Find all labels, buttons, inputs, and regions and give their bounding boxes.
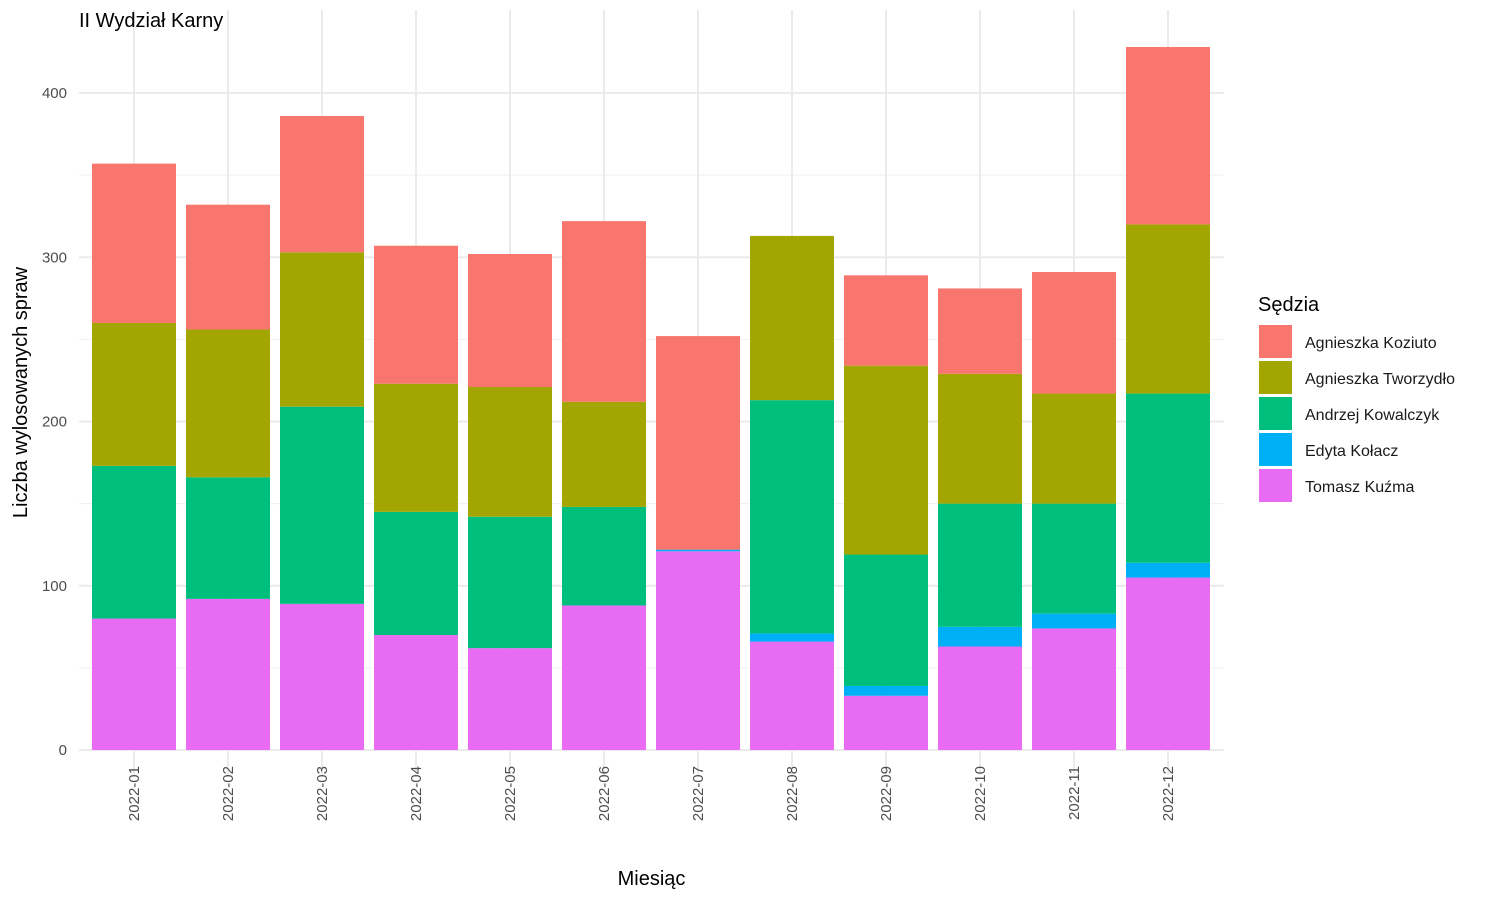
bar-segment — [1032, 272, 1116, 394]
bar-segment — [92, 618, 176, 750]
bar-segment — [374, 635, 458, 750]
bar-segment — [1126, 393, 1210, 563]
bar-segment — [562, 605, 646, 750]
x-tick-label: 2022-05 — [502, 766, 519, 821]
legend-title: Sędzia — [1258, 294, 1320, 316]
y-axis-title: Liczba wylosowanych spraw — [10, 266, 32, 518]
legend-label: Agnieszka Koziuto — [1305, 335, 1437, 352]
y-tick-label: 400 — [42, 85, 67, 102]
y-tick-label: 200 — [42, 414, 67, 431]
bar-segment — [1126, 224, 1210, 394]
legend-key — [1259, 433, 1292, 466]
x-tick-label: 2022-02 — [220, 766, 237, 821]
chart-title: II Wydział Karny — [79, 10, 223, 32]
bar-segment — [844, 365, 928, 555]
bar-segment — [280, 603, 364, 750]
bar-segment — [280, 406, 364, 604]
bar-segment — [1032, 613, 1116, 629]
bar-segment — [186, 477, 270, 599]
x-tick-label: 2022-01 — [126, 766, 143, 821]
bar-segment — [1032, 503, 1116, 614]
bar-segment — [468, 516, 552, 649]
bar-segment — [562, 506, 646, 606]
bar-segment — [844, 554, 928, 686]
x-tick-label: 2022-06 — [596, 766, 613, 821]
bar-segment — [186, 598, 270, 750]
x-tick-label: 2022-12 — [1160, 766, 1177, 821]
legend-key — [1259, 361, 1292, 394]
legend-key — [1259, 469, 1292, 502]
bar-segment — [468, 387, 552, 517]
legend-label: Andrzej Kowalczyk — [1305, 407, 1440, 424]
bar-segment — [186, 204, 270, 330]
bar-segment — [844, 695, 928, 750]
y-tick-label: 0 — [59, 742, 67, 759]
bar-segment — [938, 373, 1022, 504]
bar-segment — [92, 465, 176, 619]
bar-segment — [1126, 47, 1210, 225]
bar-segment — [938, 626, 1022, 647]
bar-segment — [468, 253, 552, 388]
bar-segment — [374, 245, 458, 384]
bar-segment — [92, 322, 176, 466]
bars — [92, 47, 1210, 750]
x-tick-label: 2022-09 — [878, 766, 895, 821]
x-tick-label: 2022-08 — [784, 766, 801, 821]
bar-segment — [750, 235, 834, 401]
bar-segment — [844, 275, 928, 366]
bar-segment — [1032, 628, 1116, 750]
x-tick-label: 2022-03 — [314, 766, 331, 821]
bar-segment — [750, 400, 834, 634]
bar-segment — [656, 549, 740, 552]
x-tick-label: 2022-07 — [690, 766, 707, 821]
y-tick-label: 300 — [42, 249, 67, 266]
bar-segment — [750, 633, 834, 642]
bar-segment — [92, 163, 176, 323]
legend-key — [1259, 397, 1292, 430]
bar-segment — [562, 221, 646, 402]
bar-segment — [750, 641, 834, 750]
bar-segment — [656, 336, 740, 550]
bar-segment — [374, 511, 458, 636]
bar-segment — [280, 252, 364, 407]
bar-segment — [186, 329, 270, 478]
bar-segment — [1032, 393, 1116, 504]
legend: Sędzia Agnieszka Koziuto Agnieszka Tworzy… — [1258, 294, 1455, 502]
bar-segment — [938, 288, 1022, 374]
legend-label: Edyta Kołacz — [1305, 443, 1398, 460]
bar-segment — [1126, 562, 1210, 578]
x-tick-label: 2022-11 — [1066, 766, 1083, 820]
bar-segment — [280, 115, 364, 253]
x-axis-ticks: 2022-01 2022-02 2022-03 2022-04 2022-05 2022-… — [126, 766, 1177, 821]
bar-segment — [656, 551, 740, 750]
x-tick-label: 2022-04 — [408, 766, 425, 821]
y-tick-label: 100 — [42, 578, 67, 595]
bar-segment — [938, 646, 1022, 750]
x-tick-label: 2022-10 — [972, 766, 989, 821]
bar-segment — [562, 401, 646, 507]
legend-key — [1259, 325, 1292, 358]
bar-segment — [374, 383, 458, 512]
bar-segment — [844, 685, 928, 696]
x-axis-title: Miesiąc — [618, 868, 686, 890]
legend-label: Tomasz Kuźma — [1305, 479, 1414, 496]
bar-segment — [1126, 577, 1210, 750]
y-axis-ticks: 0 100 200 300 400 — [42, 85, 67, 759]
legend-label: Agnieszka Tworzydło — [1305, 371, 1455, 388]
bar-segment — [468, 648, 552, 750]
bar-segment — [938, 503, 1022, 627]
